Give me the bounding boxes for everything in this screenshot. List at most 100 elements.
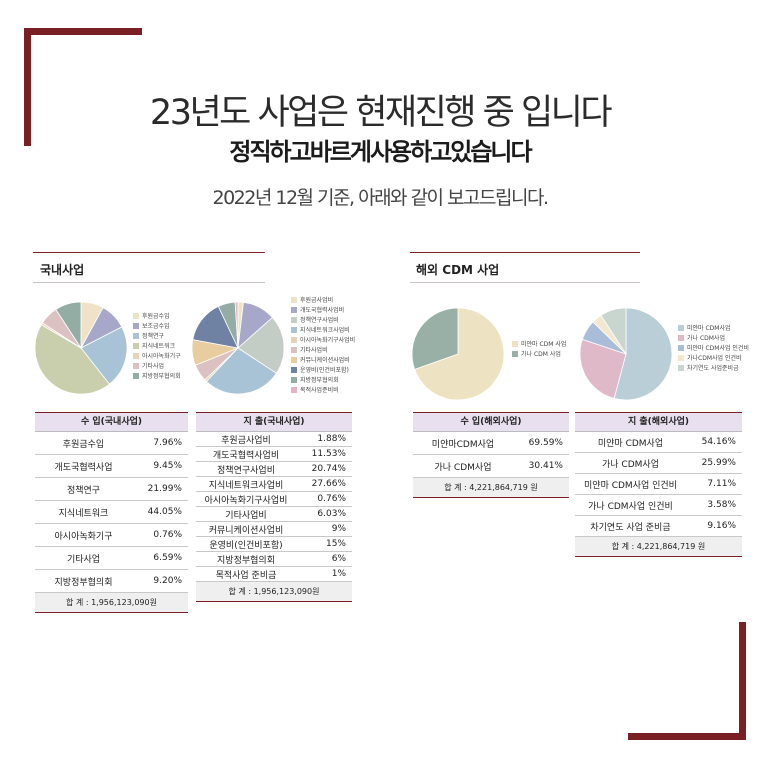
pie-slice-overseas-expense-1 (579, 338, 627, 399)
row-label: 미얀마 CDM사업 인건비 (584, 480, 677, 491)
legend-label: 가나CDM사업 인건비 (687, 355, 742, 362)
legend-item: 가나CDM사업 인건비 (678, 354, 749, 364)
legend-swatch (678, 355, 684, 361)
legend-item: 지식네트워크사업비 (291, 326, 355, 336)
legend-swatch (291, 297, 297, 303)
legend-label: 가나 CDM사업 (687, 335, 725, 342)
legend-item: 지방정부협의회 (291, 376, 355, 386)
page-title: 23년도 사업은 현재진행 중 입니다 (149, 93, 613, 133)
overseas-expense-legend: 미얀마 CDM사업 가나 CDM사업 미얀마 CDM사업 인건비 가나CDM사업 인건… (678, 324, 749, 374)
legend-label: 지방정부협의회 (142, 373, 181, 380)
corner-bracket-top-left (24, 28, 142, 146)
row-value: 44.05% (147, 507, 182, 517)
legend-label: 미얀마 CDM 사업 (521, 341, 567, 348)
legend-item: 목적사업준비비 (291, 386, 355, 396)
table-header: 지 출(해외사업) (575, 412, 742, 432)
legend-label: 정책연구 (142, 333, 165, 340)
row-label: 가나 CDM사업 (602, 459, 659, 470)
legend-item: 아시아녹화기구 (133, 352, 181, 362)
row-label: 가나 CDM사업 인건비 (588, 501, 673, 512)
legend-label: 아시아녹화기구 (142, 353, 181, 360)
row-label: 정책연구사업비 (217, 465, 275, 476)
row-label: 아시아녹화기구사업비 (204, 495, 288, 506)
pie-slice-overseas-expense-0 (613, 307, 673, 401)
table-header: 수 입(해외사업) (413, 412, 569, 432)
row-label: 개도국협력사업비 (212, 450, 280, 461)
row-label: 기타사업 (66, 554, 101, 565)
row-value: 11.53% (311, 449, 346, 459)
table-row: 정책연구 21.99% (35, 478, 188, 501)
pie-slice-domestic-expense-3 (205, 347, 277, 395)
table-row: 개도국협력사업 9.45% (35, 455, 188, 478)
row-value: 3.58% (707, 500, 736, 510)
row-value: 9.16% (707, 521, 736, 531)
legend-label: 정책연구사업비 (300, 317, 339, 324)
legend-swatch (291, 357, 297, 363)
table-row: 지식네트워크 44.05% (35, 501, 188, 524)
legend-swatch (678, 365, 684, 371)
overseas-top-rule (410, 252, 640, 253)
row-value: 25.99% (701, 458, 736, 468)
legend-item: 지방정부협의회 (133, 372, 181, 382)
legend-label: 차기연도 사업준비금 (687, 365, 739, 372)
row-label: 목적사업 준비금 (215, 570, 277, 581)
row-value: 20.74% (311, 464, 346, 474)
legend-swatch (133, 373, 139, 379)
table-row: 운영비(인건비포함) 15% (196, 537, 352, 552)
legend-item: 미얀마 CDM사업 인건비 (678, 344, 749, 354)
table-row: 기타사업비 6.03% (196, 507, 352, 522)
corner-bracket-bottom-right (628, 622, 746, 740)
legend-swatch (133, 333, 139, 339)
domestic-expense-table: 지 출(국내사업) 후원금사업비 1.88% 개도국협력사업비 11.53% 정책연구사업… (196, 412, 352, 602)
table-row: 가나 CDM사업 30.41% (413, 455, 569, 478)
legend-label: 지방정부협의회 (300, 377, 339, 384)
table-row: 가나 CDM사업 25.99% (575, 453, 742, 474)
overseas-bottom-rule (410, 282, 640, 283)
legend-item: 커뮤니케이션사업비 (291, 356, 355, 366)
table-total: 합 계 : 4,221,864,719 원 (575, 537, 742, 557)
overseas-expense-pie (579, 307, 673, 401)
legend-swatch (291, 317, 297, 323)
legend-swatch (291, 307, 297, 313)
table-row: 지방정부협의회 6% (196, 552, 352, 567)
legend-swatch (678, 325, 684, 331)
legend-label: 후원금사업비 (300, 297, 334, 304)
table-row: 커뮤니케이션사업비 9% (196, 522, 352, 537)
legend-item: 가나 CDM사업 (678, 334, 749, 344)
legend-item: 후원금수입 (133, 312, 181, 322)
legend-label: 목적사업준비비 (300, 387, 339, 394)
overseas-income-legend: 미얀마 CDM 사업 가나 CDM 사업 (512, 340, 566, 360)
legend-label: 커뮤니케이션사업비 (300, 357, 350, 364)
legend-swatch (678, 345, 684, 351)
pie-slice-overseas-income-1 (411, 307, 459, 370)
table-row: 미얀마 CDM사업 54.16% (575, 432, 742, 453)
legend-swatch (133, 343, 139, 349)
legend-swatch (291, 337, 297, 343)
legend-swatch (291, 347, 297, 353)
legend-label: 기타사업비 (300, 347, 328, 354)
row-label: 미얀마CDM사업 (431, 439, 495, 450)
domestic-income-legend: 후원금수입 보조금수입 정책연구 지식네트워크 아시아녹화기구 기타사업 지방정부협의회 (133, 312, 181, 382)
table-row: 가나 CDM사업 인건비 3.58% (575, 495, 742, 516)
domestic-bottom-rule (33, 282, 265, 283)
table-row: 지식네트워크사업비 27.66% (196, 477, 352, 492)
row-value: 54.16% (701, 437, 736, 447)
overseas-section-title: 해외 CDM 사업 (416, 263, 500, 277)
legend-label: 지식네트워크사업비 (300, 327, 350, 334)
table-total: 합 계 : 1,956,123,090원 (196, 582, 352, 602)
domestic-income-pie (34, 301, 128, 395)
legend-label: 운영비(인건비포함) (300, 367, 349, 374)
legend-item: 미얀마 CDM 사업 (512, 340, 566, 350)
table-row: 후원금수입 7.96% (35, 432, 188, 455)
row-label: 정책연구 (66, 485, 101, 496)
legend-swatch (133, 363, 139, 369)
pie-slice-domestic-income-3 (34, 324, 110, 395)
row-label: 가나 CDM사업 (434, 462, 492, 473)
legend-label: 후원금수입 (142, 313, 170, 320)
row-value: 7.11% (707, 479, 736, 489)
legend-swatch (133, 353, 139, 359)
legend-label: 미얀마 CDM사업 인건비 (687, 345, 749, 352)
table-row: 후원금사업비 1.88% (196, 432, 352, 447)
pie-slice-overseas-income-0 (414, 307, 505, 401)
row-label: 후원금수입 (62, 439, 105, 450)
